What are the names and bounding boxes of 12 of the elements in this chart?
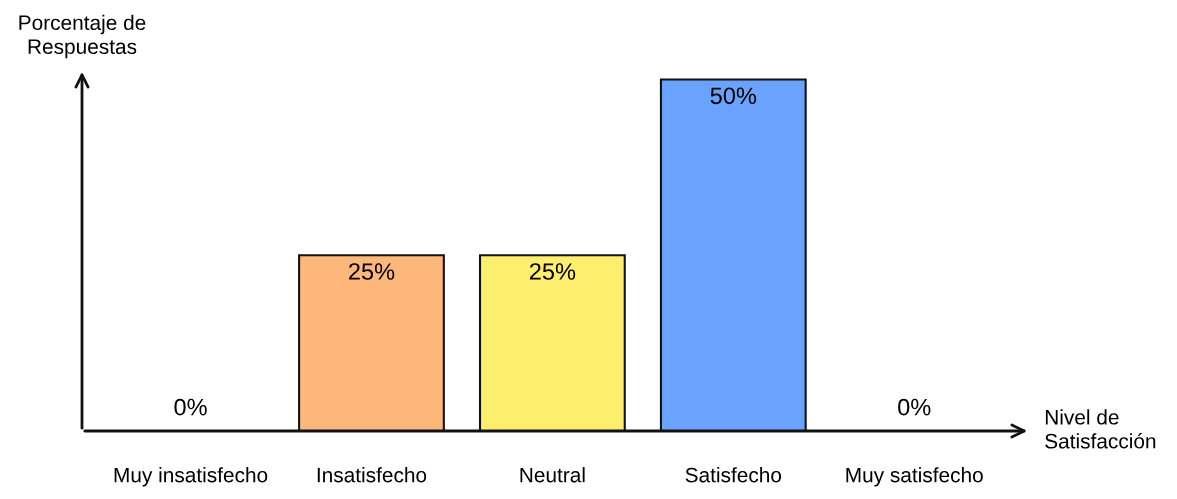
x-tick-label: Neutral — [520, 467, 585, 483]
data-label: 25% — [529, 263, 576, 280]
x-tick-label: Insatisfecho — [317, 467, 427, 483]
x-tick-label: Muy satisfecho — [846, 467, 983, 487]
data-label: 50% — [710, 87, 757, 105]
x-tick-label: Muy insatisfecho — [114, 467, 268, 487]
data-label: 0% — [174, 398, 207, 416]
x-tick-label: Satisfecho — [685, 467, 782, 483]
x-axis-title: Nivel de Satisfacción — [1045, 409, 1156, 449]
data-label: 0% — [898, 398, 931, 416]
y-axis-title: Porcentaje de Respuestas — [19, 14, 146, 59]
data-label: 25% — [349, 263, 395, 280]
